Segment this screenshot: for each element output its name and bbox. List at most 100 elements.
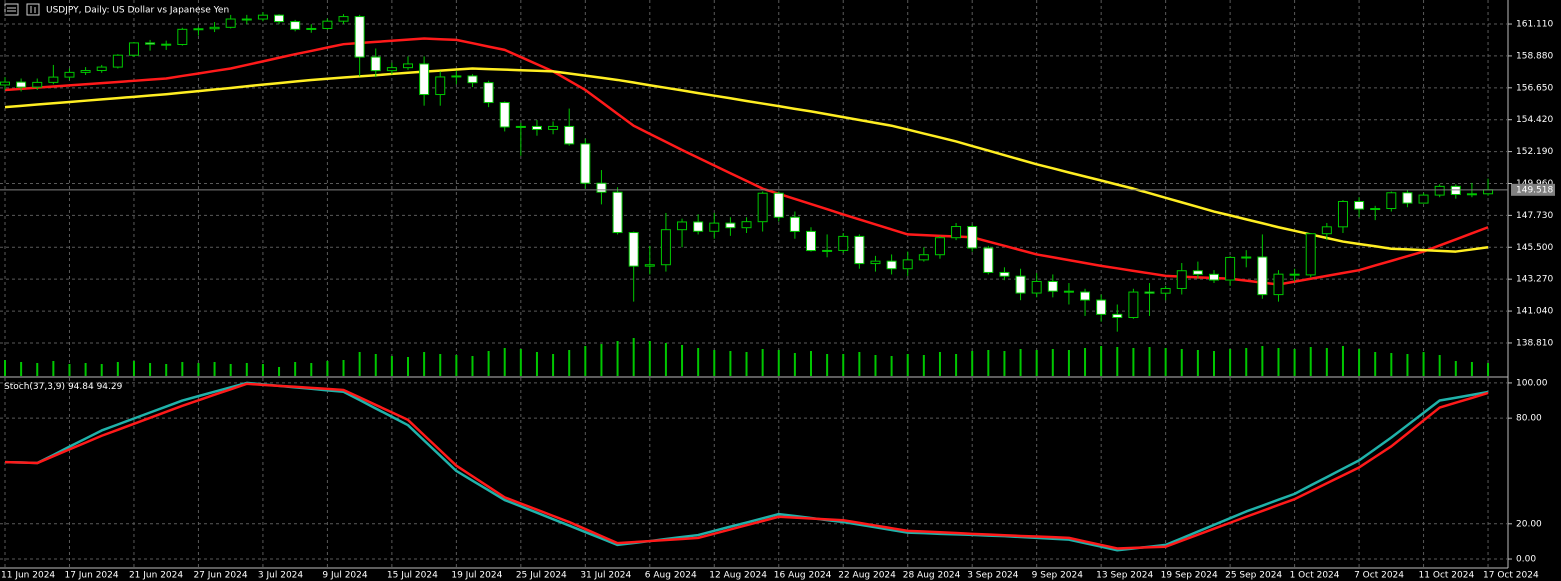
candle-body bbox=[531, 125, 542, 130]
candle-body bbox=[580, 143, 591, 184]
volume-bar bbox=[197, 363, 200, 376]
candle-body bbox=[822, 249, 833, 252]
candle-body bbox=[1434, 185, 1445, 196]
volume-bar bbox=[777, 350, 780, 376]
y-tick-label: 20.00 bbox=[1516, 519, 1542, 529]
volume-bar bbox=[1358, 349, 1361, 376]
candle-body bbox=[1370, 208, 1381, 211]
volume-bar bbox=[4, 360, 6, 376]
indicator-line bbox=[4, 67, 1489, 253]
volume-bar bbox=[729, 351, 732, 376]
volume-bar bbox=[1003, 351, 1006, 376]
candle-body bbox=[1160, 287, 1171, 294]
candle-body bbox=[612, 191, 623, 234]
volume-bar bbox=[1148, 347, 1151, 376]
candle-body bbox=[1096, 299, 1107, 315]
candle-body bbox=[354, 16, 365, 58]
volume-bar bbox=[149, 363, 152, 376]
candle-body bbox=[1386, 192, 1397, 210]
volume-bar bbox=[20, 362, 23, 376]
volume-bar bbox=[487, 351, 490, 376]
y-tick-label: 143.270 bbox=[1516, 275, 1553, 285]
candle-body bbox=[112, 54, 123, 68]
volume-bar bbox=[1019, 349, 1022, 376]
y-tick-label: 80.00 bbox=[1516, 414, 1542, 424]
volume-bar bbox=[584, 346, 587, 376]
candle-body bbox=[80, 70, 91, 73]
y-tick-label: 141.040 bbox=[1516, 307, 1553, 317]
volume-bar bbox=[1116, 347, 1119, 376]
volume-bar bbox=[761, 349, 764, 376]
y-tick-label: 161.110 bbox=[1516, 20, 1553, 30]
volume-bar bbox=[84, 363, 87, 376]
candle-body bbox=[725, 222, 736, 229]
candle-body bbox=[499, 102, 510, 128]
candle-body bbox=[419, 63, 430, 96]
x-tick-label: 15 Jul 2024 bbox=[387, 571, 438, 581]
indicator-title: Stoch(37,3,9) 94.84 94.29 bbox=[4, 382, 123, 392]
candle-body bbox=[983, 247, 994, 273]
candle-body bbox=[241, 18, 252, 21]
candle-body bbox=[64, 71, 75, 78]
volume-bar bbox=[1454, 361, 1457, 376]
labels: USDJPY, Daily: US Dollar vs Japanese Yen… bbox=[1, 6, 1555, 581]
volume-bar bbox=[987, 350, 990, 376]
volume-bar bbox=[1100, 346, 1103, 376]
candle-body bbox=[290, 21, 301, 30]
volume-bar bbox=[616, 341, 619, 376]
volume-bar bbox=[922, 355, 925, 376]
candle-body bbox=[145, 42, 156, 45]
candle-body bbox=[515, 125, 526, 128]
volume-bar bbox=[1438, 355, 1441, 376]
candle-body bbox=[32, 81, 43, 88]
x-tick-label: 28 Aug 2024 bbox=[903, 571, 961, 581]
candle-body bbox=[967, 226, 978, 249]
candle-body bbox=[274, 14, 285, 23]
candle-body bbox=[161, 43, 172, 46]
x-tick-label: 27 Jun 2024 bbox=[193, 571, 247, 581]
volume-bar bbox=[552, 354, 555, 376]
x-tick-label: 13 Sep 2024 bbox=[1096, 571, 1153, 581]
candle-body bbox=[564, 125, 575, 145]
volume-bar bbox=[503, 348, 506, 376]
volume-bar bbox=[358, 352, 361, 376]
volume-bar bbox=[1164, 348, 1167, 376]
candle-body bbox=[1063, 290, 1074, 293]
icon-chart bbox=[4, 3, 19, 16]
last-price-box bbox=[1511, 183, 1555, 196]
candle-body bbox=[483, 82, 494, 104]
volume-bar bbox=[1261, 346, 1264, 376]
x-tick-label: 16 Aug 2024 bbox=[774, 571, 832, 581]
x-tick-label: 3 Jul 2024 bbox=[258, 571, 303, 581]
candle-body bbox=[338, 16, 349, 22]
candle-body bbox=[1209, 273, 1219, 281]
candle-body bbox=[1015, 275, 1026, 294]
candle-body bbox=[596, 182, 607, 193]
indicator-name: Stoch(37,3,9) bbox=[4, 382, 65, 392]
volume-bar bbox=[1051, 349, 1054, 376]
candle-body bbox=[918, 254, 929, 261]
volume-bar bbox=[938, 352, 941, 376]
volume-bar bbox=[1374, 352, 1377, 376]
candle-body bbox=[854, 235, 865, 265]
candle-body bbox=[1273, 273, 1284, 296]
x-tick-label: 1 Oct 2024 bbox=[1290, 571, 1340, 581]
grid bbox=[0, 0, 1512, 568]
candle-body bbox=[1031, 280, 1042, 294]
toolbar-icons bbox=[4, 3, 40, 16]
volume-bar bbox=[519, 349, 522, 376]
candle-body bbox=[1466, 193, 1477, 196]
y-tick-label: 156.650 bbox=[1516, 83, 1553, 93]
candle-body bbox=[193, 28, 204, 31]
x-tick-label: 25 Sep 2024 bbox=[1225, 571, 1282, 581]
candle-body bbox=[386, 67, 397, 72]
x-tick-label: 22 Aug 2024 bbox=[838, 571, 896, 581]
chart-title: USDJPY, Daily: US Dollar vs Japanese Yen bbox=[46, 6, 229, 16]
x-tick-label: 19 Jul 2024 bbox=[451, 571, 502, 581]
volume-bar bbox=[1390, 353, 1393, 376]
volume-bar bbox=[1309, 347, 1312, 376]
candle-body bbox=[628, 232, 639, 267]
volume-bar bbox=[165, 364, 168, 376]
x-tick-label: 31 Jul 2024 bbox=[580, 571, 631, 581]
